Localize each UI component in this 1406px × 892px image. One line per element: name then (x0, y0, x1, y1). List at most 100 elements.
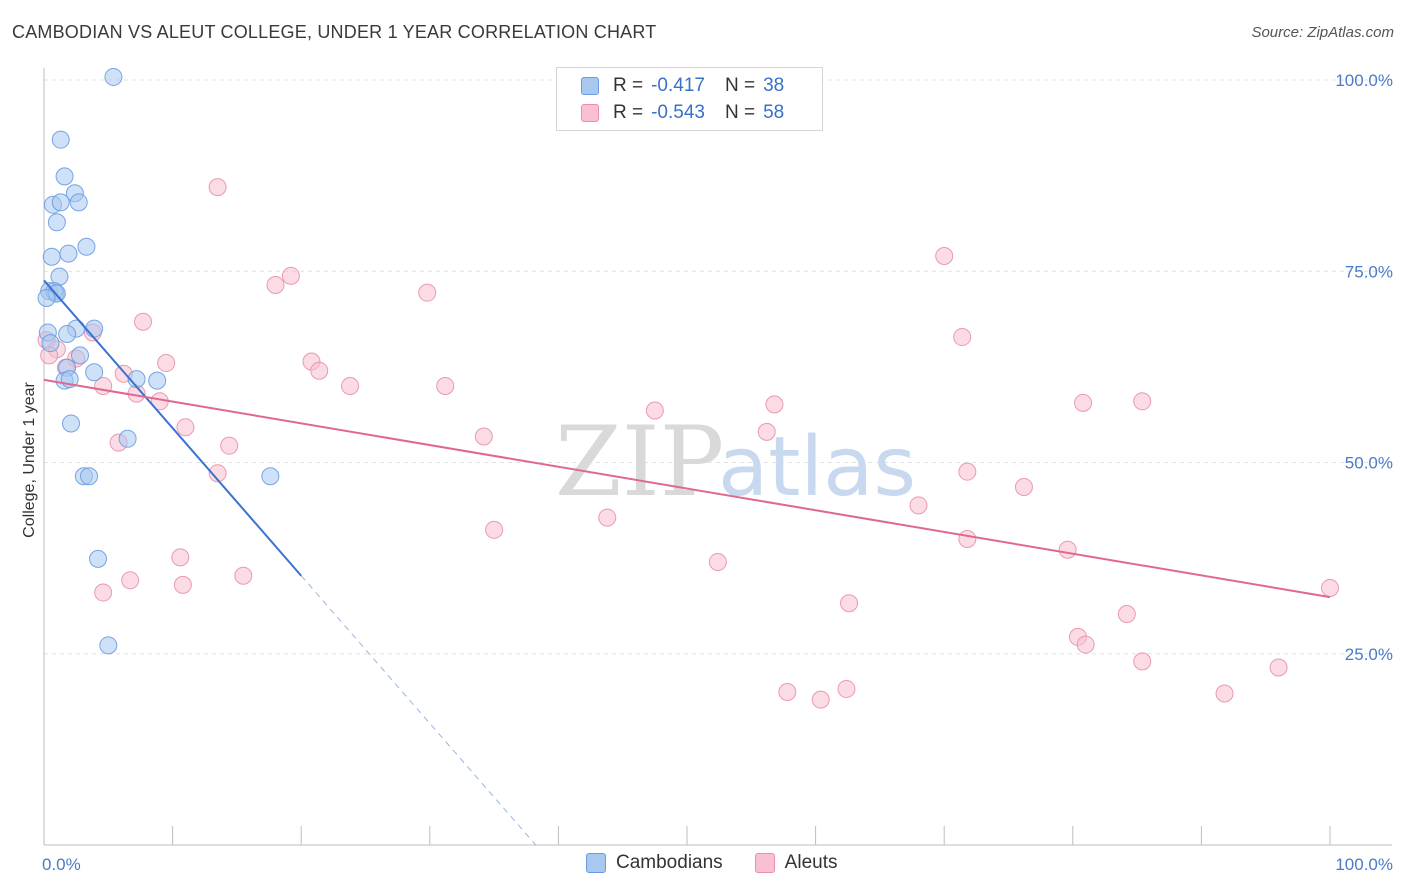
point-aleuts (418, 283, 437, 302)
point-cambodians (51, 130, 70, 149)
point-aleuts (840, 594, 859, 613)
point-aleuts (281, 266, 300, 285)
data-points (37, 67, 1339, 709)
point-cambodians (55, 167, 74, 186)
point-aleuts (173, 575, 192, 594)
point-aleuts (1321, 578, 1339, 597)
stats-legend: R = -0.417 N = 38 R = -0.543 N = 58 (556, 67, 823, 131)
watermark: ZIP atlas (555, 406, 916, 518)
legend-swatch-aleuts (581, 104, 599, 122)
r-label: R = (613, 102, 644, 123)
y-tick-label: 25.0% (1345, 645, 1393, 664)
point-cambodians (104, 67, 123, 86)
legend-label-aleuts: Aleuts (784, 852, 838, 873)
point-aleuts (778, 683, 797, 701)
point-aleuts (436, 377, 455, 395)
point-aleuts (811, 690, 830, 709)
point-cambodians (118, 429, 137, 448)
point-aleuts (474, 427, 493, 446)
point-aleuts (909, 496, 928, 515)
series-legend: Cambodians Aleuts (586, 852, 869, 874)
point-aleuts (121, 571, 140, 590)
point-aleuts (208, 178, 227, 197)
tick-labels: 25.0% 50.0% 75.0% 100.0% 0.0% 100.0% (42, 71, 1393, 874)
point-cambodians (69, 193, 88, 212)
point-aleuts (485, 520, 504, 539)
trend-line-cambodians-extension (300, 575, 540, 850)
point-aleuts (94, 583, 113, 602)
trend-lines (43, 279, 1331, 850)
n-label: N = (724, 75, 756, 96)
point-aleuts (1133, 392, 1152, 411)
point-cambodians (261, 467, 280, 486)
point-aleuts (176, 418, 195, 437)
legend-row-cambodians: R = -0.417 N = 38 (581, 74, 784, 98)
point-aleuts (935, 246, 954, 265)
legend-swatch-cambodians (581, 77, 599, 95)
legend-item-aleuts: Aleuts (754, 852, 838, 874)
r-value: -0.543 (651, 102, 705, 123)
point-aleuts (1076, 635, 1095, 654)
point-aleuts (220, 436, 239, 455)
watermark-zip: ZIP (555, 406, 724, 518)
point-aleuts (598, 508, 617, 527)
x-tick-label: 100.0% (1335, 855, 1393, 874)
point-aleuts (266, 276, 285, 295)
point-aleuts (1133, 652, 1152, 671)
point-cambodians (41, 334, 60, 353)
watermark-atlas: atlas (718, 420, 916, 515)
legend-swatch-cambodians (586, 853, 606, 873)
point-cambodians (58, 324, 77, 343)
r-value: -0.417 (651, 75, 705, 96)
point-aleuts (958, 462, 977, 481)
chart-title: CAMBODIAN VS ALEUT COLLEGE, UNDER 1 YEAR… (12, 22, 657, 42)
point-aleuts (1269, 658, 1288, 677)
legend-row-aleuts: R = -0.543 N = 58 (581, 101, 784, 125)
point-aleuts (171, 548, 190, 567)
point-aleuts (234, 566, 253, 585)
n-value: 38 (763, 75, 785, 96)
point-aleuts (157, 354, 176, 373)
point-aleuts (208, 464, 227, 483)
trend-line-cambodians (43, 279, 302, 577)
y-axis-label: College, Under 1 year (21, 382, 38, 538)
point-cambodians (89, 549, 108, 568)
point-cambodians (51, 193, 70, 212)
chart-source: Source: ZipAtlas.com (1251, 24, 1394, 41)
point-cambodians (85, 363, 104, 382)
point-aleuts (953, 328, 972, 347)
point-aleuts (1117, 604, 1136, 623)
point-cambodians (37, 289, 56, 308)
y-tick-label: 50.0% (1345, 454, 1393, 473)
x-tick-label: 0.0% (42, 855, 81, 874)
point-aleuts (134, 312, 153, 331)
point-aleuts (757, 422, 776, 441)
point-cambodians (71, 346, 90, 365)
point-cambodians (77, 237, 96, 256)
legend-item-cambodians: Cambodians (586, 852, 723, 874)
point-cambodians (59, 244, 78, 263)
axes (43, 68, 1392, 846)
point-cambodians (80, 467, 99, 486)
point-aleuts (765, 395, 784, 414)
grid-lines (44, 79, 1392, 655)
point-aleuts (1058, 540, 1077, 559)
point-aleuts (341, 377, 360, 395)
point-cambodians (85, 319, 104, 338)
legend-swatch-aleuts (754, 853, 775, 873)
point-aleuts (645, 401, 664, 420)
point-aleuts (1215, 684, 1234, 703)
y-tick-label: 100.0% (1335, 71, 1393, 90)
point-aleuts (958, 530, 977, 548)
point-aleuts (1074, 393, 1093, 412)
legend-label-cambodians: Cambodians (616, 852, 723, 873)
point-cambodians (99, 636, 118, 655)
point-aleuts (837, 679, 856, 698)
point-cambodians (148, 371, 167, 390)
n-value: 58 (763, 102, 785, 123)
y-tick-label: 75.0% (1345, 262, 1393, 281)
point-cambodians (62, 414, 81, 433)
point-aleuts (1014, 477, 1033, 496)
n-label: N = (724, 102, 756, 123)
